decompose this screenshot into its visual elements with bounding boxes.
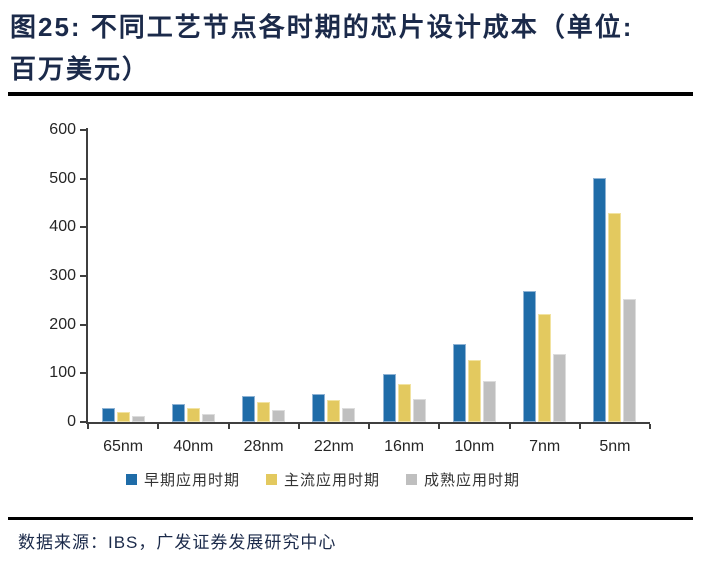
x-axis-label-28nm: 28nm <box>243 438 284 455</box>
y-tick-label: 400 <box>49 218 76 236</box>
x-axis-label-65nm: 65nm <box>103 438 144 455</box>
y-tick-mark <box>80 226 86 229</box>
bar-early-7nm <box>523 291 536 422</box>
bar-mature-16nm <box>413 399 426 422</box>
y-tick-label: 100 <box>49 364 76 382</box>
x-axis-label-40nm: 40nm <box>173 438 214 455</box>
y-tick-mark <box>80 372 86 375</box>
bar-early-16nm <box>383 374 396 422</box>
x-axis-label-7nm: 7nm <box>529 438 561 455</box>
bar-mainstream-5nm <box>608 213 621 422</box>
y-tick-mark <box>80 323 86 326</box>
y-tick-label: 600 <box>49 121 76 138</box>
figure-title: 图25: 不同工艺节点各时期的芯片设计成本（单位: 百万美元） <box>10 12 634 84</box>
legend-label-mature: 成熟应用时期 <box>424 472 521 489</box>
bar-mature-22nm <box>342 408 355 422</box>
bar-mainstream-65nm <box>117 412 130 422</box>
y-tick-label: 500 <box>49 169 76 187</box>
bar-mainstream-40nm <box>187 408 200 422</box>
bar-mature-65nm <box>132 416 145 422</box>
bar-early-65nm <box>102 408 115 422</box>
y-tick-label: 200 <box>49 315 76 333</box>
x-tick-mark <box>438 424 441 429</box>
bar-mainstream-10nm <box>468 360 481 422</box>
y-tick-label: 300 <box>49 267 76 284</box>
bar-early-22nm <box>312 394 325 422</box>
x-axis-label-5nm: 5nm <box>599 438 631 455</box>
bar-mature-5nm <box>623 299 636 422</box>
y-tick-label: 0 <box>67 413 76 430</box>
bar-mainstream-22nm <box>327 400 340 422</box>
x-tick-mark <box>508 424 511 429</box>
x-tick-mark <box>368 424 370 429</box>
legend-swatch-mature <box>406 474 417 485</box>
chart-legend: 早期应用时期 主流应用时期 成熟应用时期 <box>0 469 646 490</box>
title-divider <box>8 92 693 96</box>
x-axis-label-16nm: 16nm <box>384 438 425 455</box>
y-tick-mark <box>80 129 86 131</box>
y-tick-mark <box>80 421 86 423</box>
bar-mature-28nm <box>272 410 285 422</box>
y-tick-mark <box>80 177 86 180</box>
legend-item-early: 早期应用时期 <box>125 469 240 490</box>
legend-label-mainstream: 主流应用时期 <box>283 472 380 489</box>
y-axis-line <box>86 128 88 424</box>
bar-mature-7nm <box>553 354 566 422</box>
bar-early-28nm <box>242 396 255 422</box>
bar-mature-40nm <box>202 414 215 422</box>
bar-mainstream-28nm <box>257 402 270 422</box>
legend-swatch-early <box>125 474 137 485</box>
x-tick-mark <box>297 424 300 429</box>
x-tick-mark <box>87 424 89 429</box>
legend-label-early: 早期应用时期 <box>143 472 240 489</box>
legend-swatch-mainstream <box>265 474 277 485</box>
x-tick-mark <box>649 424 651 429</box>
data-source: 数据来源：IBS，广发证券发展研究中心 <box>18 533 337 552</box>
bar-mature-10nm <box>483 381 496 422</box>
legend-item-mature: 成熟应用时期 <box>406 469 520 490</box>
x-tick-mark <box>578 424 581 429</box>
x-tick-mark <box>157 424 160 429</box>
y-tick-mark <box>80 275 86 277</box>
x-tick-mark <box>227 424 230 429</box>
bar-early-5nm <box>593 178 606 422</box>
footer-divider <box>8 517 693 520</box>
x-axis-line <box>86 422 650 424</box>
bar-early-40nm <box>172 404 185 422</box>
bar-mainstream-7nm <box>538 314 551 422</box>
x-axis-label-10nm: 10nm <box>454 438 495 455</box>
bar-mainstream-16nm <box>398 384 411 422</box>
legend-item-mainstream: 主流应用时期 <box>265 469 380 490</box>
x-axis-label-22nm: 22nm <box>313 438 354 455</box>
bar-early-10nm <box>453 344 466 422</box>
